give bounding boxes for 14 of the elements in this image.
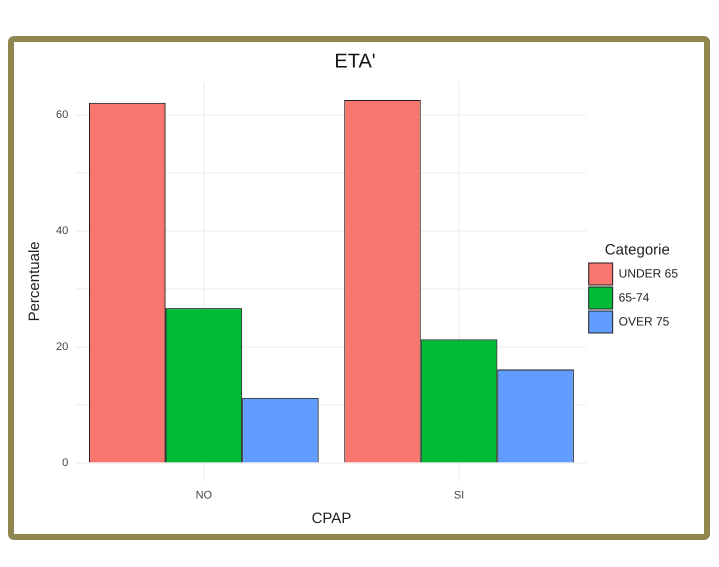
x-tick-label: NO <box>196 489 213 502</box>
legend-label: UNDER 65 <box>618 266 678 280</box>
legend-label: OVER 75 <box>618 314 670 328</box>
x-tick-label: SI <box>454 489 464 502</box>
y-tick-label: 0 <box>62 456 68 469</box>
y-tick-label: 40 <box>56 225 68 237</box>
frame-border: CPAP Percentuale Categorie UNDER 65 65-74 OVER 75 ETA' NO SI 0 20 40 60 <box>8 36 710 540</box>
chart-title: ETA' <box>334 50 376 73</box>
y-axis-title: Percentuale <box>26 241 44 322</box>
legend-label: 65-74 <box>618 290 650 304</box>
legend-title: Categorie <box>604 242 670 259</box>
x-axis-title: CPAP <box>312 510 352 528</box>
y-tick-label: 20 <box>56 340 68 353</box>
y-tick-label: 60 <box>56 109 68 122</box>
